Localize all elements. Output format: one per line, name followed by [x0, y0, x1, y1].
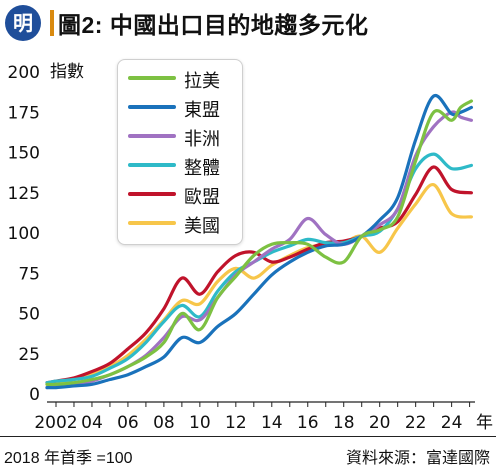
x-tick-label: 24 [441, 413, 463, 433]
ming-pao-logo-icon: 明 [4, 4, 42, 42]
legend-label: 東盟 [184, 100, 220, 120]
legend-swatch [128, 76, 176, 80]
legend-item-us: 美國 [128, 211, 238, 236]
base-period-note: 2018 年首季 =100 [4, 450, 133, 467]
legend-item-africa: 非洲 [128, 124, 238, 149]
chart-legend: 拉美東盟非洲整體歐盟美國 [117, 59, 243, 245]
x-tick-label: 10 [189, 413, 211, 433]
legend-swatch [128, 163, 176, 167]
x-tick-label: 22 [405, 413, 427, 433]
x-tick-label: 12 [225, 413, 247, 433]
header: 明 圖2: 中國出口目的地趨多元化 [0, 0, 496, 46]
x-tick-label: 20 [369, 413, 391, 433]
legend-item-eu: 歐盟 [128, 182, 238, 207]
legend-label: 非洲 [184, 129, 220, 149]
series-line-eu [45, 165, 473, 385]
y-tick-label: 125 [8, 184, 40, 204]
series-layer [45, 93, 473, 390]
legend-item-aus: 整體 [128, 153, 238, 178]
y-axis-label: 指數 [50, 62, 84, 82]
y-tick-label: 50 [18, 305, 40, 325]
chart-title: 圖2: 中國出口目的地趨多元化 [58, 12, 369, 38]
y-tick-label: 150 [8, 144, 40, 164]
x-axis-label: 年 [476, 413, 493, 433]
x-tick-label: 04 [81, 413, 103, 433]
x-tick-label: 14 [261, 413, 283, 433]
legend-label: 歐盟 [184, 187, 220, 207]
title-accent-bar [50, 10, 54, 36]
legend-swatch [128, 221, 176, 225]
series-line-asean [45, 93, 473, 390]
y-tick-label: 175 [8, 103, 40, 123]
legend-swatch [128, 134, 176, 138]
legend-swatch [128, 192, 176, 196]
legend-item-asean: 東盟 [128, 95, 238, 120]
y-tick-label: 200 [8, 63, 40, 83]
legend-label: 美國 [184, 216, 220, 236]
y-axis: 0 25 50 75 100 125 150 175 200 [8, 63, 40, 405]
legend-label: 整體 [184, 158, 220, 178]
y-tick-label: 25 [18, 345, 40, 365]
y-tick-label: 0 [29, 385, 40, 405]
y-tick-label: 75 [18, 264, 40, 284]
series-line-latam [45, 99, 473, 387]
footer-divider [0, 436, 496, 437]
x-tick-label: 08 [153, 413, 175, 433]
series-line-us [45, 183, 473, 386]
x-tick-label: 16 [297, 413, 319, 433]
legend-item-latam: 拉美 [128, 66, 238, 91]
x-tick-label: 2002 [34, 413, 77, 433]
legend-swatch [128, 105, 176, 109]
x-tick-label: 06 [117, 413, 139, 433]
y-tick-label: 100 [8, 224, 40, 244]
source-note: 資料來源：富達國際 [345, 450, 490, 467]
x-axis: 2002 04 06 08 10 12 14 16 18 20 22 24 [34, 401, 475, 433]
legend-label: 拉美 [184, 71, 220, 91]
logo-char: 明 [13, 11, 33, 35]
x-tick-label: 18 [333, 413, 355, 433]
